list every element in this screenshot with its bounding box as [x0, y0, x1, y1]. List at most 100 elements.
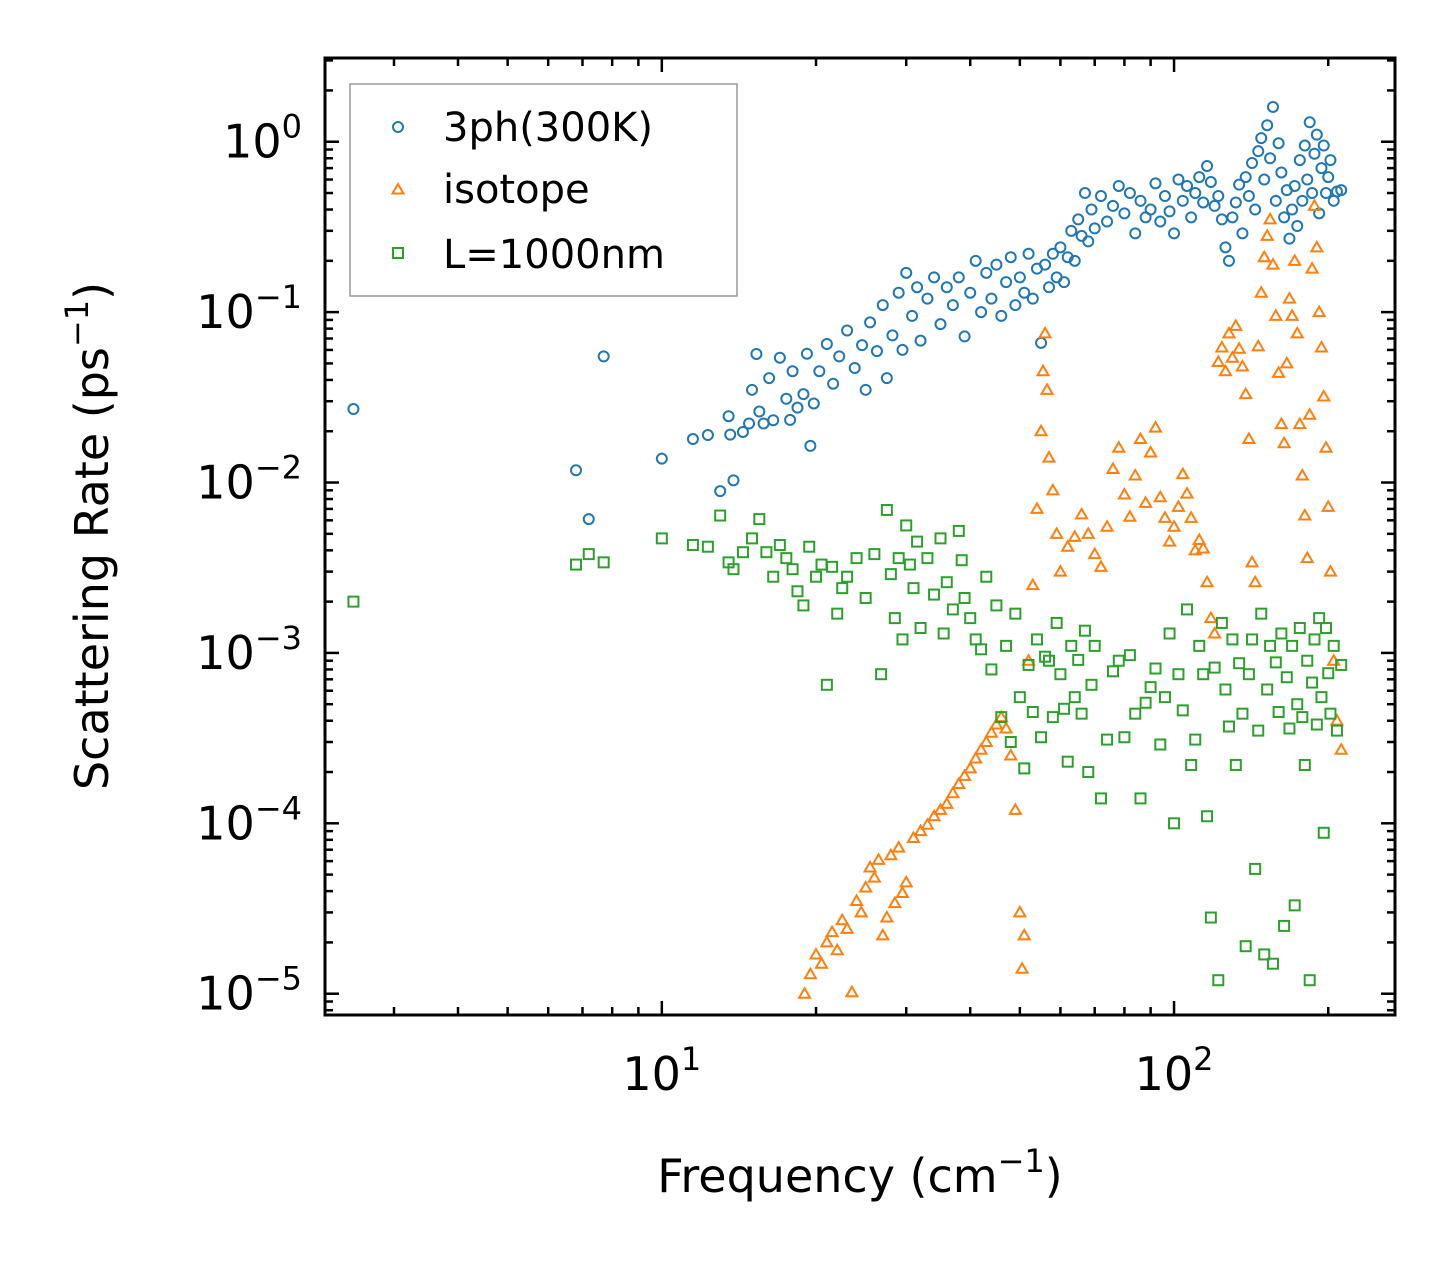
legend-box — [349, 83, 738, 297]
series-2-point-121 — [1258, 948, 1271, 961]
series-0-point-74 — [1054, 241, 1067, 254]
series-0-point-137 — [1293, 154, 1306, 167]
series-1-point-37 — [989, 717, 1004, 730]
series-1-point-16 — [875, 927, 891, 941]
series-2-point-13 — [760, 546, 773, 559]
series-1-point-102 — [1262, 211, 1278, 225]
series-0-point-129 — [1272, 137, 1285, 150]
series-1-point-104 — [1268, 308, 1284, 321]
series-2-point-68 — [1043, 654, 1056, 667]
series-0-point-85 — [1094, 190, 1107, 203]
series-0-point-39 — [880, 372, 893, 385]
series-2-point-32 — [880, 503, 893, 516]
series-2-point-16 — [780, 552, 793, 565]
series-0-point-142 — [1306, 187, 1319, 200]
series-2-point-60 — [1009, 607, 1022, 620]
series-0-point-146 — [1315, 162, 1328, 175]
series-2-point-125 — [1269, 656, 1282, 669]
series-0-point-0 — [347, 403, 360, 416]
series-0-point-72 — [1046, 247, 1059, 260]
series-2-point-150 — [1335, 658, 1348, 671]
series-2-point-85 — [1112, 654, 1125, 667]
series-0-point-64 — [1013, 271, 1026, 284]
series-1-point-57 — [1067, 529, 1083, 542]
series-1-point-51 — [1039, 382, 1055, 395]
series-1-point-8 — [839, 921, 855, 934]
series-1-point-26 — [926, 808, 942, 822]
series-2-point-3 — [597, 556, 610, 569]
series-0-point-7 — [714, 485, 727, 498]
series-0-point-60 — [995, 309, 1008, 322]
series-0-point-86 — [1101, 215, 1114, 228]
series-0 — [347, 100, 1348, 526]
plot-frame — [323, 56, 1397, 1017]
series-2-point-90 — [1139, 696, 1152, 709]
series-0-point-117 — [1236, 227, 1249, 240]
series-0-point-87 — [1106, 199, 1119, 212]
series-1-point-73 — [1157, 510, 1173, 523]
series-1-point-78 — [1179, 486, 1195, 499]
series-0-point-106 — [1197, 196, 1210, 209]
y-axis-label: Scattering Rate (ps−1) — [58, 282, 119, 790]
series-0-point-79 — [1072, 213, 1085, 226]
series-0-point-110 — [1212, 190, 1225, 203]
series-0-point-134 — [1286, 203, 1299, 216]
series-0-point-139 — [1298, 139, 1311, 152]
series-0-point-107 — [1201, 160, 1214, 173]
series-2-point-99 — [1181, 603, 1194, 616]
series-2-point-57 — [995, 711, 1008, 724]
series-0-point-103 — [1185, 211, 1198, 224]
series-0-point-113 — [1222, 254, 1235, 267]
series-1-point-48 — [1033, 423, 1049, 437]
series-0-point-57 — [980, 266, 993, 279]
series-2-point-110 — [1222, 720, 1235, 733]
y-tick-label-exponent: −2 — [255, 449, 302, 487]
y-tick-label-base: 10 — [223, 115, 282, 169]
series-2-point-109 — [1219, 683, 1232, 696]
series-0-point-49 — [934, 318, 947, 331]
series-1-point-56 — [1060, 539, 1075, 552]
series-1-point-0 — [797, 986, 812, 999]
series-0-point-43 — [900, 266, 913, 279]
series-0-point-95 — [1149, 177, 1162, 190]
series-0-point-98 — [1163, 205, 1176, 218]
series-0-point-94 — [1144, 203, 1157, 216]
series-0-point-120 — [1246, 157, 1259, 170]
series-1 — [797, 198, 1349, 999]
series-2-point-15 — [773, 538, 786, 551]
series-1-point-118 — [1304, 261, 1320, 274]
series-2-point-89 — [1134, 792, 1147, 805]
series-2-point-44 — [934, 532, 947, 545]
series-2-point-23 — [820, 678, 833, 691]
series-0-point-15 — [753, 405, 766, 418]
series-1-point-32 — [962, 760, 978, 774]
series-1-point-87 — [1214, 340, 1230, 353]
y-tick-label-exponent: −5 — [255, 960, 302, 998]
x-axis-label-text: Frequency (cm — [657, 1149, 997, 1203]
series-0-point-115 — [1229, 196, 1242, 209]
series-2-point-21 — [810, 570, 823, 583]
series-1-point-91 — [1228, 318, 1244, 331]
x-axis-label-close: ) — [1045, 1149, 1063, 1203]
y-tick-label-5: 10−5 — [196, 960, 302, 1021]
series-1-point-109 — [1282, 291, 1297, 304]
series-0-point-59 — [990, 258, 1003, 271]
series-0-point-114 — [1226, 211, 1239, 224]
series-1-point-5 — [824, 924, 840, 938]
series-1-point-28 — [939, 796, 955, 809]
series-2-point-19 — [797, 599, 810, 612]
series-2-point-116 — [1242, 668, 1255, 681]
series-1-point-89 — [1221, 325, 1237, 339]
series-2-point-83 — [1101, 733, 1114, 746]
series-1-point-99 — [1254, 285, 1269, 298]
series-1-point-2 — [808, 946, 824, 960]
series-1-point-63 — [1105, 461, 1121, 475]
series-1-point-24 — [913, 823, 928, 837]
series-0-point-38 — [876, 299, 889, 312]
series-1-point-65 — [1117, 487, 1132, 500]
series-2-point-123 — [1264, 639, 1277, 652]
series-1-point-54 — [1049, 526, 1064, 539]
series-1-point-114 — [1295, 467, 1310, 481]
series-1-point-121 — [1311, 304, 1327, 318]
